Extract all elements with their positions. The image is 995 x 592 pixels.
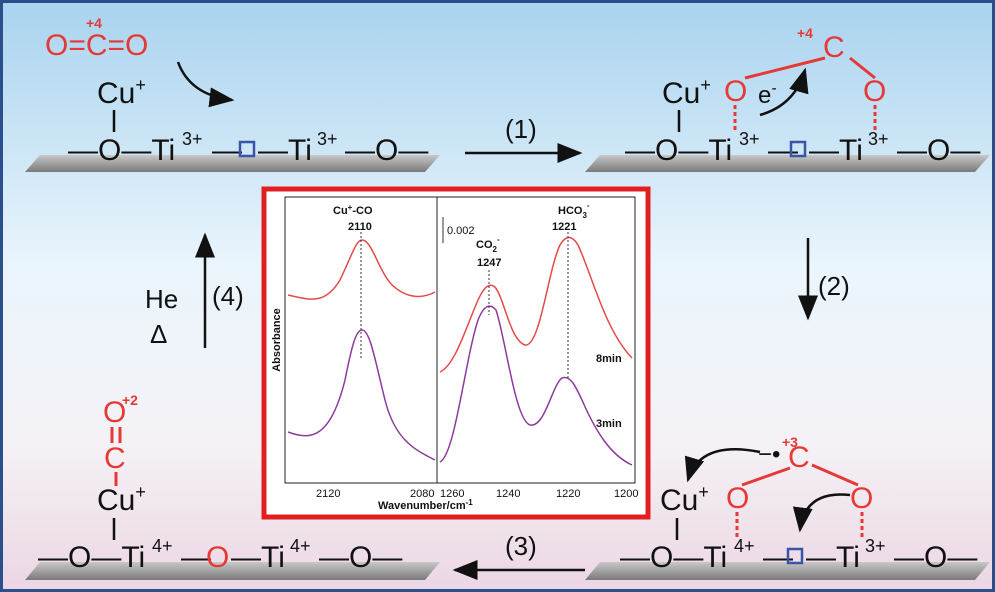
x-axis-label-sup: -1 — [466, 498, 474, 507]
oxidation-state: +3 — [782, 434, 798, 450]
cu-charge: + — [698, 482, 709, 502]
condition: Δ — [150, 319, 167, 349]
surface-end: —O— — [894, 541, 977, 574]
surface-end: —O— — [319, 541, 402, 574]
diagram: O=C=O +4 Cu+ —O—Ti 3+ — —Ti 3+ —O— (1) C… — [0, 0, 995, 592]
species: CO — [476, 239, 493, 251]
surface-left: —O—Ti — [38, 541, 145, 574]
surface-end: —O— — [345, 134, 428, 167]
ti-charge: 3+ — [868, 129, 889, 149]
electron-charge: - — [771, 80, 776, 97]
cu-charge: + — [135, 482, 146, 502]
cu-charge: + — [700, 75, 711, 95]
radical: −• — [758, 441, 780, 468]
ti-charge: 4+ — [152, 536, 173, 556]
species: Cu — [333, 205, 348, 217]
co2-molecule: O=C=O — [45, 29, 148, 62]
cu-symbol: Cu — [97, 77, 135, 110]
surface-right: —Ti — [231, 541, 285, 574]
x-axis-label: Wavenumber/cm-1 — [378, 498, 473, 512]
x-axis-label-text: Wavenumber/cm — [378, 500, 466, 512]
surface-left: —O—Ti — [620, 541, 727, 574]
ti-charge: 4+ — [734, 536, 755, 556]
peak-position: 2110 — [348, 221, 372, 233]
step-label: (1) — [505, 114, 537, 144]
step-label: (3) — [505, 531, 537, 561]
species-sub: 2 — [493, 245, 498, 254]
surface-left: —O—Ti — [68, 134, 175, 167]
species-sub: 3 — [582, 211, 587, 220]
y-axis-label: Absorbance — [271, 308, 283, 372]
x-tick-label: 1220 — [556, 488, 580, 500]
carbon: C — [823, 31, 845, 64]
oxidation-state: +4 — [797, 25, 813, 41]
species: HCO — [558, 205, 583, 217]
ti-charge: 3+ — [182, 129, 203, 149]
oxygen: O — [850, 482, 873, 515]
oxygen: O — [724, 75, 747, 108]
trace-label: 8min — [596, 353, 622, 365]
bond-text: — — [212, 134, 242, 167]
oxidation-state: +2 — [122, 392, 138, 408]
peak-species: Cu+-CO — [333, 203, 373, 217]
x-tick-label: 1260 — [440, 488, 464, 500]
peak-position: 1221 — [552, 221, 576, 233]
x-tick-label: 2080 — [410, 488, 434, 500]
scale-bar-label: 0.002 — [447, 225, 475, 237]
oxygen: O — [726, 482, 749, 515]
x-tick-label: 2120 — [316, 488, 340, 500]
surface-left: —O—Ti — [625, 134, 732, 167]
x-tick-label: 1240 — [496, 488, 520, 500]
peak-position: 1247 — [477, 257, 501, 269]
cu-symbol: Cu — [662, 77, 700, 110]
filled-oxygen: O — [206, 541, 229, 574]
ti-charge: 3+ — [865, 536, 886, 556]
step-label: (2) — [818, 271, 850, 301]
cu-symbol: Cu — [660, 484, 698, 517]
x-tick-label: 1200 — [614, 488, 638, 500]
surface-end: —O— — [897, 134, 980, 167]
ti-charge: 3+ — [739, 129, 760, 149]
surface-right: —Ti — [258, 134, 312, 167]
oxygen: O — [863, 75, 886, 108]
species-sup: - — [587, 201, 590, 210]
step-label: (4) — [212, 281, 244, 311]
species-sup: - — [497, 235, 500, 244]
cu-charge: + — [135, 75, 146, 95]
carbon: C — [104, 442, 126, 475]
ti-charge: 4+ — [290, 536, 311, 556]
ti-charge: 3+ — [317, 129, 338, 149]
species-rest: -CO — [352, 205, 373, 217]
surface-right: —Ti — [806, 541, 860, 574]
electron-symbol: e — [758, 82, 771, 109]
surface-right: —Ti — [809, 134, 863, 167]
trace-label: 3min — [596, 418, 622, 430]
oxidation-state: +4 — [86, 15, 102, 31]
cu-symbol: Cu — [97, 484, 135, 517]
condition: He — [145, 284, 178, 314]
bond-text: — — [768, 134, 798, 167]
